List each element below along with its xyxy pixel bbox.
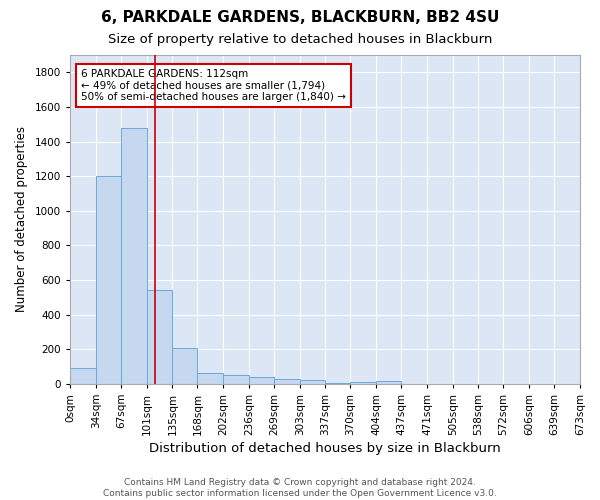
Text: 6 PARKDALE GARDENS: 112sqm
← 49% of detached houses are smaller (1,794)
50% of s: 6 PARKDALE GARDENS: 112sqm ← 49% of deta… (81, 69, 346, 102)
Bar (147, 290, 172, 384)
Text: Size of property relative to detached houses in Blackburn: Size of property relative to detached ho… (108, 32, 492, 46)
X-axis label: Distribution of detached houses by size in Blackburn: Distribution of detached houses by size … (149, 442, 501, 455)
Bar (376, 382, 401, 384)
Bar (249, 376, 274, 384)
Bar (350, 382, 376, 384)
Text: Contains HM Land Registry data © Crown copyright and database right 2024.
Contai: Contains HM Land Registry data © Crown c… (103, 478, 497, 498)
Bar (70, 368, 96, 384)
Bar (274, 379, 300, 384)
Bar (172, 348, 197, 384)
Bar (325, 383, 350, 384)
Bar (223, 375, 249, 384)
Bar (300, 380, 325, 384)
Text: 6, PARKDALE GARDENS, BLACKBURN, BB2 4SU: 6, PARKDALE GARDENS, BLACKBURN, BB2 4SU (101, 10, 499, 25)
Y-axis label: Number of detached properties: Number of detached properties (15, 126, 28, 312)
Bar (96, 176, 121, 384)
Bar (121, 128, 147, 384)
Bar (197, 372, 223, 384)
